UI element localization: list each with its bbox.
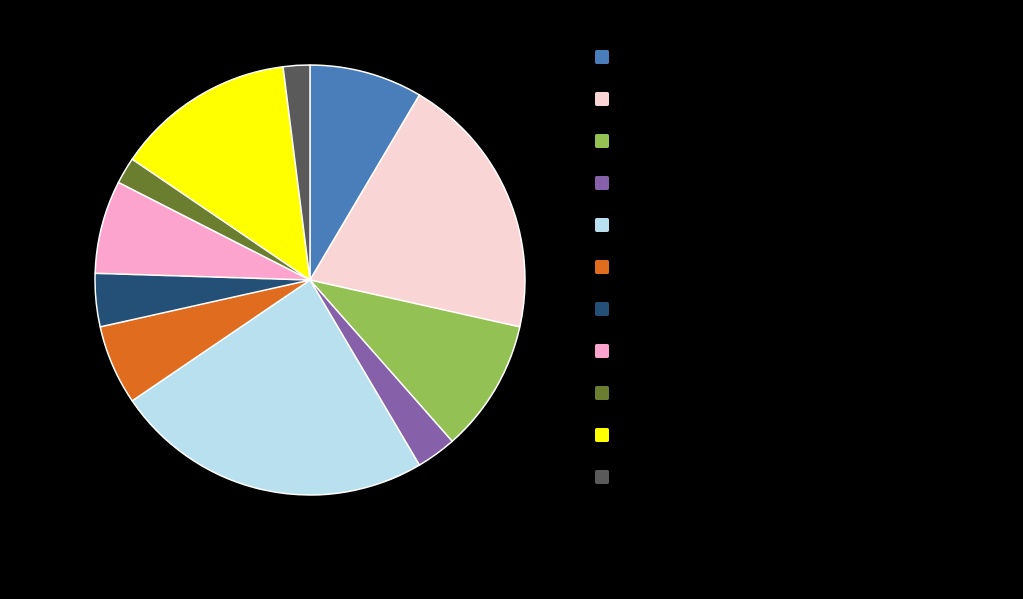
- legend-swatch-icon: [595, 344, 609, 358]
- legend-swatch-icon: [595, 260, 609, 274]
- legend-swatch-icon: [595, 218, 609, 232]
- legend-item-6: [595, 260, 621, 274]
- legend-item-7: [595, 302, 621, 316]
- legend-item-10: [595, 428, 621, 442]
- legend-swatch-icon: [595, 134, 609, 148]
- legend-swatch-icon: [595, 428, 609, 442]
- legend-swatch-icon: [595, 92, 609, 106]
- legend-swatch-icon: [595, 302, 609, 316]
- legend-item-11: [595, 470, 621, 484]
- chart-legend: [595, 50, 621, 484]
- legend-item-5: [595, 218, 621, 232]
- legend-swatch-icon: [595, 470, 609, 484]
- legend-swatch-icon: [595, 386, 609, 400]
- pie-chart-container: [0, 0, 1023, 599]
- legend-item-2: [595, 92, 621, 106]
- legend-swatch-icon: [595, 176, 609, 190]
- pie-chart: [90, 60, 530, 500]
- legend-swatch-icon: [595, 50, 609, 64]
- legend-item-8: [595, 344, 621, 358]
- legend-item-4: [595, 176, 621, 190]
- legend-item-9: [595, 386, 621, 400]
- legend-item-1: [595, 50, 621, 64]
- legend-item-3: [595, 134, 621, 148]
